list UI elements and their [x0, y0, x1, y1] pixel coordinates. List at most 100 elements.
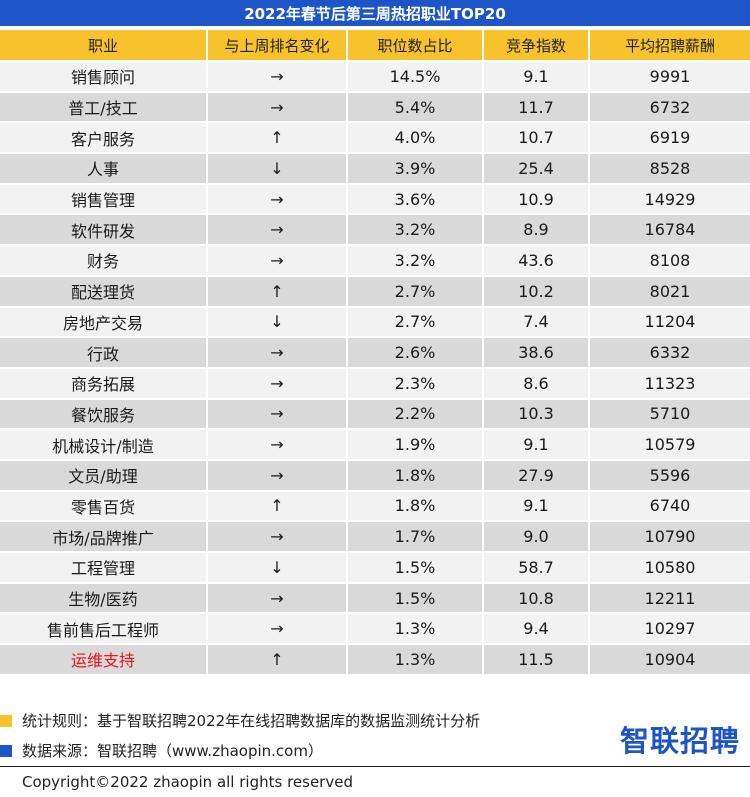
cell-job: 售前售后工程师 — [0, 614, 208, 646]
cell-salary: 10297 — [590, 614, 750, 646]
cell-rank-change: ↓ — [208, 553, 348, 584]
table-row: 人事 ↓ 3.9% 25.4 8528 — [0, 154, 750, 185]
table-row: 生物/医药 → 1.5% 10.8 12211 — [0, 583, 750, 615]
cell-salary: 11323 — [590, 368, 750, 400]
cell-competition: 9.1 — [484, 491, 590, 523]
cell-job: 机械设计/制造 — [0, 430, 208, 461]
cell-job: 工程管理 — [0, 553, 208, 584]
cell-salary: 12211 — [590, 583, 750, 615]
zhaopin-logo: 智联招聘 — [619, 724, 740, 758]
table-row: 财务 → 3.2% 43.6 8108 — [0, 246, 750, 277]
cell-share: 1.5% — [348, 553, 484, 584]
cell-competition: 8.6 — [484, 368, 590, 400]
cell-job: 人事 — [0, 154, 208, 185]
cell-competition: 7.4 — [484, 307, 590, 339]
cell-job: 生物/医药 — [0, 583, 208, 615]
cell-share: 2.2% — [348, 399, 484, 431]
cell-share: 1.3% — [348, 614, 484, 646]
cell-job: 商务拓展 — [0, 368, 208, 400]
cell-rank-change: ↑ — [208, 491, 348, 523]
cell-rank-change: → — [208, 430, 348, 461]
cell-rank-change: → — [208, 399, 348, 431]
cell-competition: 10.3 — [484, 399, 590, 431]
cell-salary: 5596 — [590, 460, 750, 492]
yellow-square-icon — [0, 714, 12, 727]
table-row: 机械设计/制造 → 1.9% 9.1 10579 — [0, 430, 750, 461]
cell-share: 1.7% — [348, 522, 484, 553]
cell-job: 餐饮服务 — [0, 399, 208, 431]
cell-share: 2.3% — [348, 368, 484, 400]
cell-salary: 10904 — [590, 645, 750, 676]
table-row: 销售管理 → 3.6% 10.9 14929 — [0, 184, 750, 216]
cell-competition: 9.4 — [484, 614, 590, 646]
cell-rank-change: → — [208, 215, 348, 247]
cell-job: 市场/品牌推广 — [0, 522, 208, 553]
cell-salary: 11204 — [590, 307, 750, 339]
cell-rank-change: ↓ — [208, 307, 348, 339]
table-row: 文员/助理 → 1.8% 27.9 5596 — [0, 460, 750, 492]
cell-job: 零售百货 — [0, 491, 208, 523]
cell-job: 普工/技工 — [0, 92, 208, 124]
cell-share: 1.8% — [348, 491, 484, 523]
cell-rank-change: → — [208, 522, 348, 553]
note-source: 数据来源：智联招聘（www.zhaopin.com） — [0, 740, 323, 761]
cell-salary: 10579 — [590, 430, 750, 461]
cell-share: 4.0% — [348, 123, 484, 155]
table-row: 配送理货 ↑ 2.7% 10.2 8021 — [0, 276, 750, 308]
note-rule: 统计规则：基于智联招聘2022年在线招聘数据库的数据监测统计分析 — [0, 710, 480, 731]
cell-job: 销售顾问 — [0, 62, 208, 93]
cell-competition: 27.9 — [484, 460, 590, 492]
note-source-text: 数据来源：智联招聘（www.zhaopin.com） — [22, 742, 323, 760]
table-row: 商务拓展 → 2.3% 8.6 11323 — [0, 368, 750, 400]
cell-rank-change: → — [208, 460, 348, 492]
table-header-row: 职业 与上周排名变化 职位数占比 竞争指数 平均招聘薪酬 — [0, 30, 750, 62]
cell-job: 运维支持 — [0, 645, 208, 676]
table-row: 普工/技工 → 5.4% 11.7 6732 — [0, 92, 750, 124]
cell-share: 3.2% — [348, 215, 484, 247]
cell-salary: 8108 — [590, 246, 750, 277]
cell-share: 1.8% — [348, 460, 484, 492]
table-row: 市场/品牌推广 → 1.7% 9.0 10790 — [0, 522, 750, 553]
cell-share: 14.5% — [348, 62, 484, 93]
cell-share: 3.9% — [348, 154, 484, 185]
cell-share: 2.7% — [348, 276, 484, 308]
cell-salary: 6740 — [590, 491, 750, 523]
cell-competition: 25.4 — [484, 154, 590, 185]
cell-salary: 8021 — [590, 276, 750, 308]
cell-competition: 11.7 — [484, 92, 590, 124]
table-row: 房地产交易 ↓ 2.7% 7.4 11204 — [0, 307, 750, 339]
cell-rank-change: → — [208, 184, 348, 216]
table-body: 销售顾问 → 14.5% 9.1 9991 普工/技工 → 5.4% 11.7 6732 客户服务 ↑… — [0, 62, 750, 676]
cell-share: 5.4% — [348, 92, 484, 124]
table-title: 2022年春节后第三周热招职业TOP20 — [0, 0, 750, 26]
cell-job: 文员/助理 — [0, 460, 208, 492]
cell-rank-change: ↓ — [208, 154, 348, 185]
blue-square-icon — [0, 744, 12, 757]
cell-competition: 38.6 — [484, 338, 590, 369]
column-header-share: 职位数占比 — [348, 30, 484, 62]
table-row: 软件研发 → 3.2% 8.9 16784 — [0, 215, 750, 247]
note-rule-text: 统计规则：基于智联招聘2022年在线招聘数据库的数据监测统计分析 — [22, 712, 481, 730]
copyright: Copyright©2022 zhaopin all rights reserv… — [0, 766, 750, 797]
cell-salary: 6732 — [590, 92, 750, 124]
cell-share: 2.7% — [348, 307, 484, 339]
column-header-job: 职业 — [0, 30, 208, 62]
cell-share: 1.5% — [348, 583, 484, 615]
cell-job: 软件研发 — [0, 215, 208, 247]
cell-competition: 10.8 — [484, 583, 590, 615]
cell-competition: 9.0 — [484, 522, 590, 553]
cell-job: 配送理货 — [0, 276, 208, 308]
cell-rank-change: ↑ — [208, 123, 348, 155]
cell-share: 2.6% — [348, 338, 484, 369]
cell-rank-change: → — [208, 92, 348, 124]
cell-rank-change: → — [208, 368, 348, 400]
cell-competition: 9.1 — [484, 62, 590, 93]
cell-competition: 9.1 — [484, 430, 590, 461]
cell-rank-change: → — [208, 614, 348, 646]
column-header-competition: 竞争指数 — [484, 30, 590, 62]
cell-share: 1.3% — [348, 645, 484, 676]
cell-salary: 8528 — [590, 154, 750, 185]
table-row: 零售百货 ↑ 1.8% 9.1 6740 — [0, 491, 750, 523]
table-row: 售前售后工程师 → 1.3% 9.4 10297 — [0, 614, 750, 646]
